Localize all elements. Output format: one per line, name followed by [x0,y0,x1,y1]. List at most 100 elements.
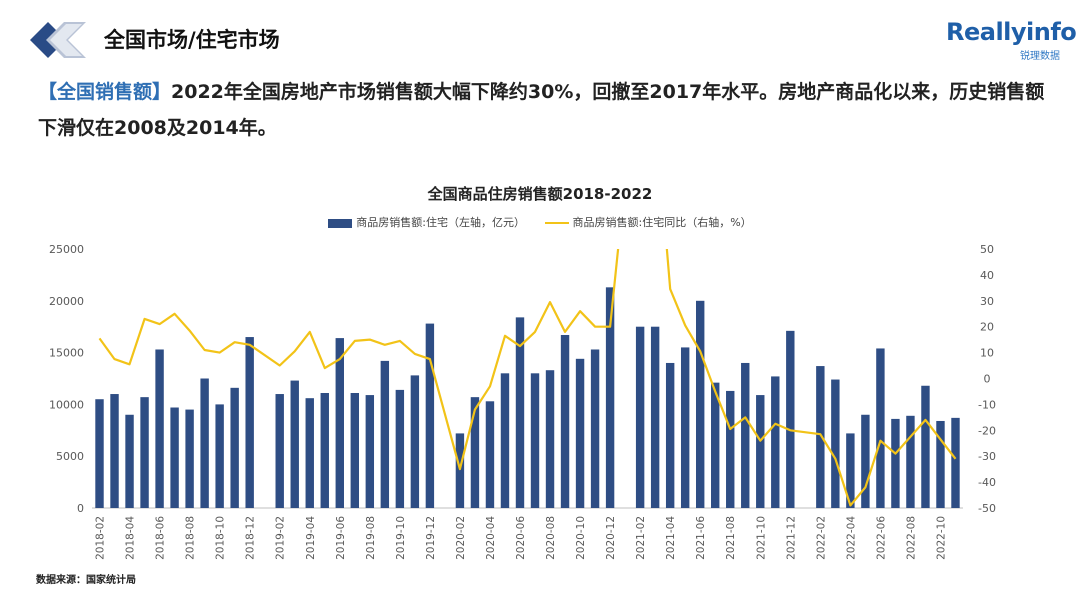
bar [891,418,900,508]
chart-title: 全国商品住房销售额2018-2022 [427,185,653,203]
bar [215,404,224,508]
bar [861,414,870,508]
y-left-tick-label: 15000 [49,347,84,360]
bar [786,330,795,508]
bar [695,300,705,508]
bar [741,362,750,508]
y-right-tick-label: 40 [980,269,994,282]
x-tick-label: 2022-06 [875,516,887,560]
bar [635,326,645,508]
bar [335,338,344,508]
y-right-tick-label: -40 [978,476,996,489]
y-right-tick-label: 30 [980,295,994,308]
y-right-tick-label: 10 [980,347,994,360]
bar [110,394,119,508]
bar [936,420,945,508]
legend-item-line: 商品房销售额:住宅同比（右轴，%） [544,214,752,230]
bar [245,337,254,508]
y-left-tick-label: 20000 [49,295,84,308]
y-right-tick-label: -10 [978,398,996,411]
x-tick-label: 2020-04 [485,516,497,560]
bar [230,387,239,508]
x-tick-label: 2020-12 [605,516,617,560]
chart-legend: 商品房销售额:住宅（左轴，亿元） 商品房销售额:住宅同比（右轴，%） [0,214,1080,230]
x-tick-label: 2018-12 [245,516,257,560]
bar [530,373,540,508]
bar [395,389,405,508]
x-tick-label: 2019-04 [305,516,317,560]
x-tick-label: 2018-06 [155,516,167,560]
bar [275,394,284,508]
data-source: 数据来源：国家统计局 [36,575,136,586]
bar [365,395,375,508]
x-tick-label: 2020-02 [455,516,467,560]
headline: 【全国销售额】2022年全国房地产市场销售额大幅下降约30%，回撤至2017年水… [38,74,1048,146]
y-right-tick-label: -30 [978,450,996,463]
bar [665,362,675,508]
bar [485,401,495,508]
x-tick-label: 2019-02 [275,516,287,560]
headline-text: 2022年全国房地产市场销售额大幅下降约30%，回撤至2017年水平。房地产商品… [38,81,1045,139]
y-right-tick-label: -20 [978,424,996,437]
legend-label-line: 商品房销售额:住宅同比（右轴，%） [572,216,752,229]
bar [906,415,915,508]
brand-logo: Reallyinfo 锐理数据 [946,18,1077,62]
bar [921,385,930,508]
x-tick-label: 2020-10 [575,516,587,560]
x-tick-label: 2021-02 [635,516,647,560]
bar [771,376,780,508]
bar [846,433,855,508]
y-left-tick-label: 10000 [49,398,84,411]
x-tick-label: 2019-06 [335,516,347,560]
bar [320,393,329,508]
bar [95,399,104,508]
brand-subtitle: 锐理数据 [1020,51,1060,62]
bar [515,317,525,508]
x-tick-label: 2022-10 [936,516,948,560]
bar [816,366,825,508]
x-tick-label: 2021-12 [785,516,797,560]
brand-name: Reallyinfo [946,18,1077,46]
bar [185,409,194,508]
bar [380,360,390,508]
bar [155,349,164,508]
bar [650,326,660,508]
y-right-tick-label: 50 [980,243,994,256]
bar [200,378,209,508]
bar [305,398,314,508]
x-tick-label: 2020-06 [515,516,527,560]
x-tick-label: 2021-08 [725,516,737,560]
bar [125,414,134,508]
x-tick-label: 2020-08 [545,516,557,560]
x-tick-label: 2022-02 [815,516,827,560]
y-left-tick-label: 5000 [56,450,84,463]
bar [410,375,420,508]
bar [876,348,885,508]
x-tick-label: 2021-06 [695,516,707,560]
bar [470,397,480,508]
bar [545,370,555,508]
x-tick-label: 2021-10 [755,516,767,560]
company-logo-mark [30,22,86,58]
y-right-tick-label: 20 [980,321,994,334]
bar [951,417,960,508]
bar [455,433,465,508]
legend-swatch-line [544,222,569,224]
legend-item-bar: 商品房销售额:住宅（左轴，亿元） [328,214,525,230]
bar [425,323,435,508]
bar [575,358,585,508]
x-tick-label: 2018-08 [185,516,197,560]
bar [726,390,735,508]
headline-tag: 【全国销售额】 [38,81,172,103]
y-right-tick-label: 0 [984,373,991,386]
x-tick-label: 2019-10 [395,516,407,560]
y-left-tick-label: 25000 [49,243,84,256]
bar [711,382,720,508]
bar [170,407,179,508]
bar [605,287,615,508]
legend-swatch-bar [328,218,353,228]
x-tick-label: 2019-12 [425,516,437,560]
bar [560,334,570,508]
y-left-tick-label: 0 [77,502,84,515]
